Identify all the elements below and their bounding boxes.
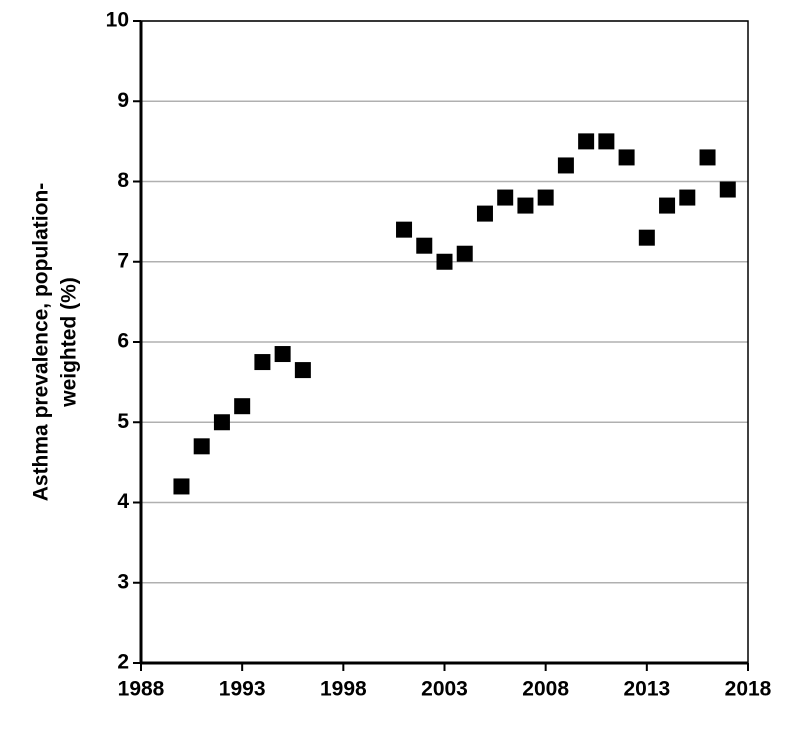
x-tick-label: 1998	[320, 678, 367, 701]
marker	[517, 197, 534, 214]
marker	[719, 181, 736, 198]
marker	[699, 149, 716, 166]
y-tick-label: 5	[117, 410, 129, 433]
x-tick-label: 2013	[623, 678, 670, 701]
marker	[294, 362, 311, 379]
marker	[537, 189, 554, 206]
y-axis-label: weighted (%)	[58, 277, 81, 408]
marker	[659, 197, 676, 214]
marker	[598, 133, 615, 150]
marker	[476, 205, 493, 222]
x-tick-label: 2018	[725, 678, 772, 701]
marker	[436, 253, 453, 270]
y-tick-label: 9	[117, 89, 129, 112]
marker	[396, 221, 413, 238]
marker	[193, 438, 210, 455]
marker	[213, 414, 230, 431]
y-tick-label: 8	[117, 169, 129, 192]
x-tick-label: 1993	[219, 678, 266, 701]
marker	[416, 237, 433, 254]
marker	[578, 133, 595, 150]
x-tick-label: 2008	[522, 678, 569, 701]
marker	[456, 245, 473, 262]
y-tick-label: 7	[117, 249, 129, 272]
x-tick-label: 2003	[421, 678, 468, 701]
y-tick-label: 4	[117, 490, 129, 513]
y-tick-label: 6	[117, 330, 129, 353]
marker	[497, 189, 514, 206]
y-tick-label: 3	[117, 570, 129, 593]
y-tick-label: 10	[106, 9, 129, 32]
marker	[557, 157, 574, 174]
marker	[638, 229, 655, 246]
marker	[254, 354, 271, 371]
marker	[173, 478, 190, 495]
x-tick-label: 1988	[118, 678, 165, 701]
y-axis-label: Asthma prevalence, population-	[30, 183, 53, 502]
y-tick-label: 2	[117, 651, 129, 674]
marker	[274, 346, 291, 363]
marker	[234, 398, 251, 415]
marker	[618, 149, 635, 166]
marker	[679, 189, 696, 206]
